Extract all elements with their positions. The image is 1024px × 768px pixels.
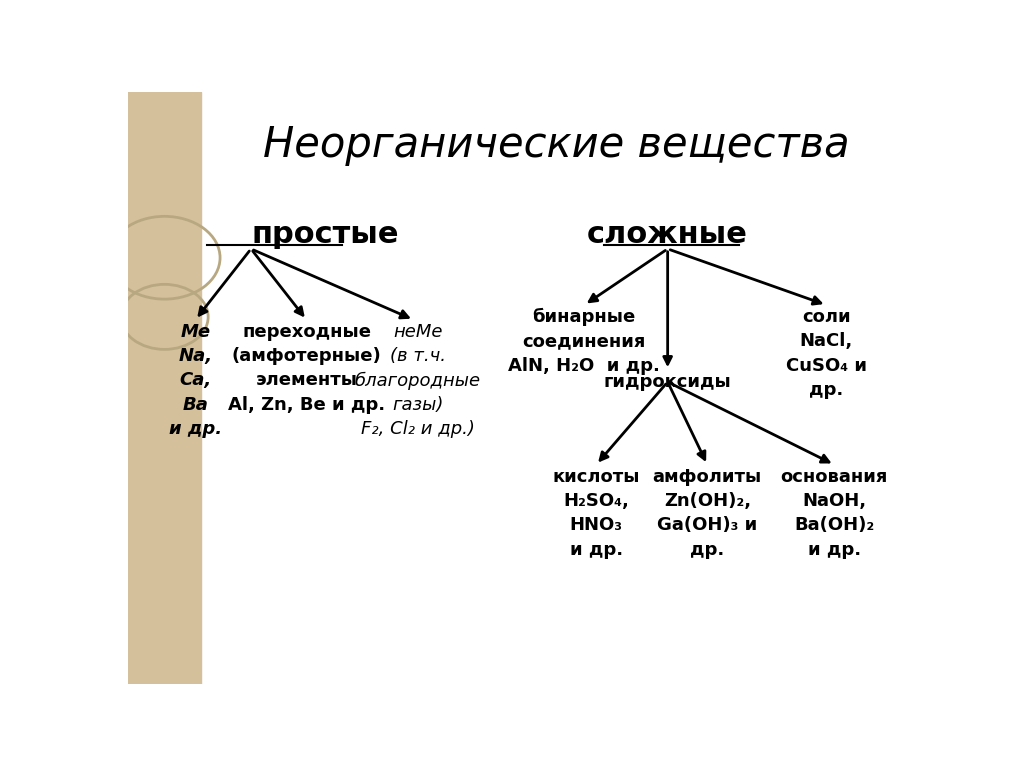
- Text: простые: простые: [251, 220, 398, 249]
- Text: соли
NaCl,
CuSO₄ и
др.: соли NaCl, CuSO₄ и др.: [785, 308, 867, 399]
- Text: бинарные
соединения
AlN, H₂O  и др.: бинарные соединения AlN, H₂O и др.: [508, 308, 660, 375]
- Text: Ме
Na,
Ca,
Ba
и др.: Ме Na, Ca, Ba и др.: [169, 323, 222, 438]
- Text: гидроксиды: гидроксиды: [604, 373, 731, 391]
- Text: переходные
(амфотерные)
элементы
Al, Zn, Be и др.: переходные (амфотерные) элементы Al, Zn,…: [228, 323, 385, 414]
- Text: основания
NaOH,
Ba(OH)₂
и др.: основания NaOH, Ba(OH)₂ и др.: [780, 468, 888, 558]
- Text: Неорганические вещества: Неорганические вещества: [263, 124, 850, 167]
- Text: сложные: сложные: [587, 220, 749, 249]
- Text: амфолиты
Zn(OH)₂,
Ga(OH)₃ и
др.: амфолиты Zn(OH)₂, Ga(OH)₃ и др.: [652, 468, 762, 558]
- Text: кислоты
H₂SO₄,
HNO₃
и др.: кислоты H₂SO₄, HNO₃ и др.: [553, 468, 640, 558]
- FancyBboxPatch shape: [128, 92, 201, 684]
- Text: неМе
(в т.ч.
благородные
газы)
F₂, Cl₂ и др.): неМе (в т.ч. благородные газы) F₂, Cl₂ и…: [354, 323, 480, 439]
